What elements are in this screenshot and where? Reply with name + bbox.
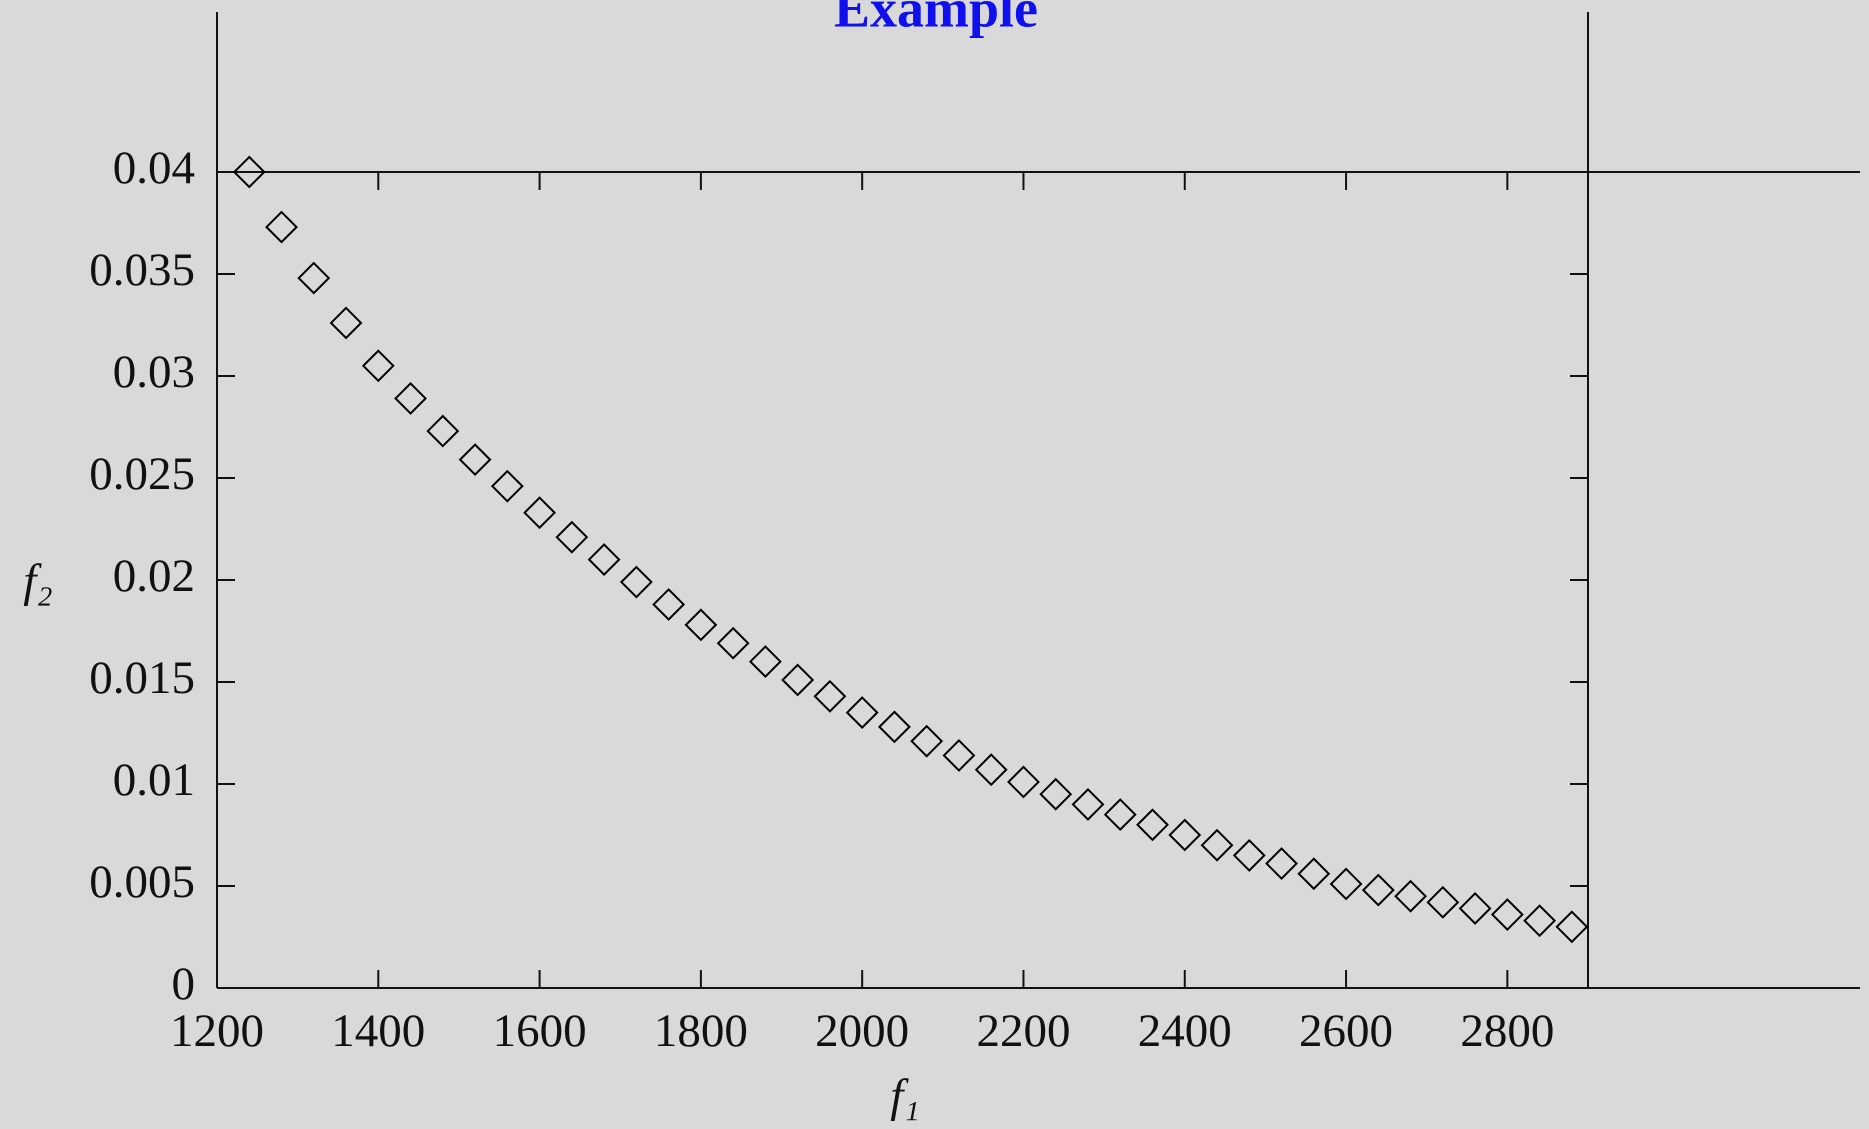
y-tick-label: 0.005: [89, 856, 195, 908]
y-axis-label: f₂: [23, 555, 52, 607]
chart-title: Example: [834, 0, 1038, 38]
x-tick-label: 2600: [1299, 1005, 1393, 1057]
y-tick-label: 0.035: [89, 244, 195, 296]
chart: Example f₁ f₂ 1200 1400 1600 1800 2000 2200 24…: [0, 0, 1869, 1129]
x-axis-label: f₁: [890, 1070, 919, 1122]
x-tick-label: 2400: [1138, 1005, 1232, 1057]
x-tick-label: 2200: [976, 1005, 1070, 1057]
y-tick-label: 0: [172, 958, 196, 1010]
y-tick-label: 0.03: [113, 346, 195, 398]
y-tick-label: 0.02: [113, 550, 195, 602]
x-tick-label: 1800: [654, 1005, 748, 1057]
y-tick-label: 0.025: [89, 448, 195, 500]
y-tick-label: 0.04: [113, 142, 195, 194]
y-tick-label: 0.015: [89, 652, 195, 704]
x-tick-label: 2000: [815, 1005, 909, 1057]
x-tick-label: 1200: [170, 1005, 264, 1057]
x-tick-label: 1400: [331, 1005, 425, 1057]
x-tick-label: 2800: [1460, 1005, 1554, 1057]
y-tick-label: 0.01: [113, 754, 195, 806]
x-tick-label: 1600: [493, 1005, 587, 1057]
